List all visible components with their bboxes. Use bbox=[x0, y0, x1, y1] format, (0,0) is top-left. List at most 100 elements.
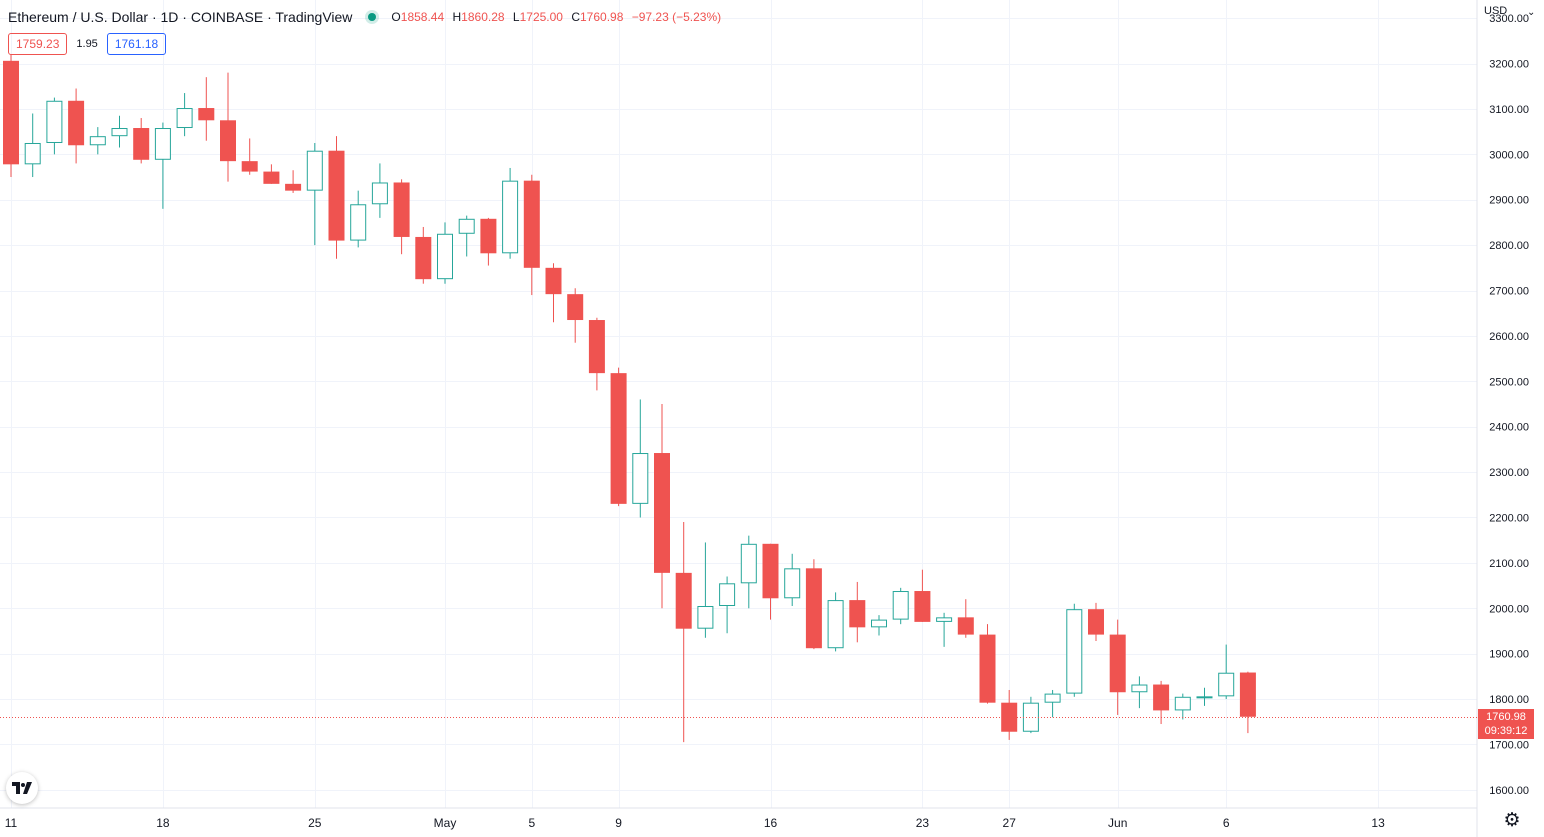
symbol-title[interactable]: Ethereum / U.S. Dollar · 1D · COINBASE ·… bbox=[8, 9, 353, 25]
candle-body bbox=[523, 180, 540, 268]
candle-body bbox=[263, 171, 280, 184]
y-tick-label: 1900.00 bbox=[1489, 649, 1529, 661]
x-tick-label: 11 bbox=[5, 816, 18, 830]
candle[interactable] bbox=[437, 222, 453, 284]
candle[interactable] bbox=[111, 115, 128, 148]
candle-body bbox=[762, 543, 779, 599]
candle[interactable] bbox=[328, 136, 345, 259]
candle[interactable] bbox=[914, 569, 931, 622]
candle[interactable] bbox=[306, 142, 323, 246]
candle[interactable] bbox=[567, 288, 584, 343]
candle[interactable] bbox=[371, 163, 388, 218]
candle[interactable] bbox=[1196, 687, 1213, 706]
candle[interactable] bbox=[1044, 689, 1061, 718]
candle[interactable] bbox=[1088, 602, 1104, 641]
candle[interactable] bbox=[1239, 671, 1256, 734]
candle[interactable] bbox=[198, 77, 215, 141]
candle-body bbox=[176, 108, 193, 129]
candle[interactable] bbox=[1218, 644, 1235, 700]
high-value: 1860.28 bbox=[461, 10, 505, 24]
candle[interactable] bbox=[285, 170, 302, 193]
candle-body bbox=[654, 453, 670, 573]
y-tick-label: 2700.00 bbox=[1489, 286, 1529, 298]
tradingview-logo-icon[interactable] bbox=[6, 772, 38, 804]
candle-body bbox=[458, 218, 475, 234]
candle-body bbox=[545, 267, 562, 295]
candle[interactable] bbox=[1066, 603, 1083, 697]
candle[interactable] bbox=[545, 263, 562, 323]
candle[interactable] bbox=[805, 559, 822, 650]
candle[interactable] bbox=[502, 167, 519, 259]
candle[interactable] bbox=[89, 127, 106, 155]
candle[interactable] bbox=[480, 217, 497, 266]
buy-button[interactable]: 1761.18 bbox=[106, 33, 167, 55]
candle[interactable] bbox=[697, 542, 714, 638]
candle[interactable] bbox=[762, 543, 779, 620]
candle-body bbox=[740, 543, 757, 584]
candle-body bbox=[502, 180, 519, 254]
candle-body bbox=[632, 453, 649, 504]
candle[interactable] bbox=[3, 54, 19, 178]
candle[interactable] bbox=[588, 317, 605, 391]
y-tick-label: 3200.00 bbox=[1489, 59, 1529, 71]
y-tick-label: 1800.00 bbox=[1489, 694, 1529, 706]
candle[interactable] bbox=[154, 122, 171, 209]
candle[interactable] bbox=[892, 587, 909, 625]
bar-countdown: 09:39:12 bbox=[1484, 724, 1528, 737]
candle[interactable] bbox=[871, 615, 887, 636]
y-tick-label: 2500.00 bbox=[1489, 376, 1529, 388]
candle[interactable] bbox=[523, 174, 540, 296]
candle[interactable] bbox=[936, 612, 953, 647]
candle[interactable] bbox=[220, 72, 236, 182]
candle[interactable] bbox=[1022, 696, 1039, 734]
candle[interactable] bbox=[133, 118, 150, 164]
candle[interactable] bbox=[784, 553, 801, 606]
x-tick-label: 27 bbox=[1003, 816, 1017, 830]
candle[interactable] bbox=[654, 404, 670, 609]
candle-body bbox=[480, 218, 497, 254]
candle[interactable] bbox=[719, 576, 736, 634]
low-label: L bbox=[512, 10, 520, 24]
sell-button[interactable]: 1759.23 bbox=[8, 33, 68, 55]
candle-body bbox=[24, 142, 41, 165]
candle-body bbox=[198, 108, 215, 121]
candle[interactable] bbox=[1131, 676, 1148, 709]
candle[interactable] bbox=[241, 138, 258, 175]
y-tick-label: 2400.00 bbox=[1489, 422, 1529, 434]
candle[interactable] bbox=[610, 367, 627, 507]
low-value: 1725.00 bbox=[519, 10, 563, 24]
currency-label[interactable]: USD bbox=[1484, 5, 1508, 17]
candle[interactable] bbox=[46, 97, 63, 155]
candle[interactable] bbox=[827, 592, 844, 652]
gear-icon[interactable]: ⚙ bbox=[1503, 810, 1521, 831]
ohlc-values: O1858.44 H1860.28 L1725.00 C1760.98 −97.… bbox=[391, 10, 726, 24]
spread-value: 1.95 bbox=[76, 38, 98, 50]
candle[interactable] bbox=[1174, 693, 1191, 720]
candle[interactable] bbox=[740, 535, 757, 609]
candle-body bbox=[1218, 672, 1235, 697]
candle[interactable] bbox=[68, 88, 85, 164]
chevron-down-icon[interactable]: ⌄ bbox=[1527, 7, 1536, 18]
candle[interactable] bbox=[957, 599, 974, 638]
candle[interactable] bbox=[415, 226, 432, 284]
candle[interactable] bbox=[632, 399, 649, 518]
candle[interactable] bbox=[979, 624, 996, 704]
candle[interactable] bbox=[393, 179, 410, 255]
candle[interactable] bbox=[675, 522, 692, 743]
candle-body bbox=[1044, 693, 1061, 703]
y-tick-label: 3100.00 bbox=[1489, 104, 1529, 116]
y-tick-label: 2800.00 bbox=[1489, 240, 1529, 252]
candle[interactable] bbox=[458, 215, 475, 257]
candle[interactable] bbox=[263, 164, 280, 184]
candle[interactable] bbox=[350, 190, 367, 248]
candle[interactable] bbox=[1001, 689, 1018, 740]
candle[interactable] bbox=[24, 113, 41, 178]
open-value: 1858.44 bbox=[400, 10, 445, 24]
candle[interactable] bbox=[849, 581, 866, 643]
x-tick-label: 25 bbox=[308, 816, 322, 830]
candle[interactable] bbox=[1109, 619, 1126, 715]
candle[interactable] bbox=[176, 93, 193, 137]
candle[interactable] bbox=[1153, 680, 1170, 725]
candle-body bbox=[719, 583, 736, 606]
